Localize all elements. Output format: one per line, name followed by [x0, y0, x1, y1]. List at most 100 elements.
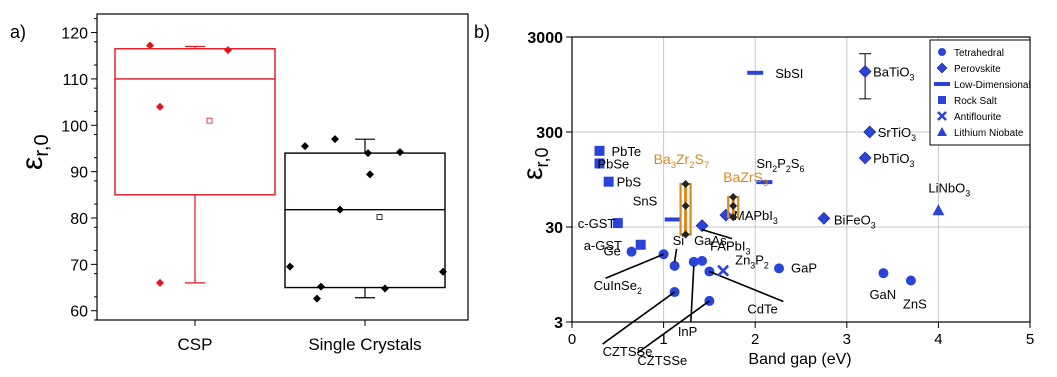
- highlight-ba3zr2s7: Ba3Zr2S7: [654, 151, 710, 239]
- point-label-part: 3: [909, 73, 914, 83]
- point-label: MAPbI3: [734, 208, 778, 226]
- point-label: SbSI: [775, 66, 803, 81]
- highlight-label: Ba3Zr2S7: [654, 151, 710, 171]
- point-label-part: ZnS: [903, 297, 927, 312]
- legend-label: Low-Dimensional: [954, 80, 1031, 91]
- panel-b-xtick-label: 5: [1026, 331, 1034, 348]
- point-label-part: P: [777, 156, 786, 171]
- point-label-part: 3: [773, 216, 778, 226]
- panel-b-ylabel-sub: r,0: [532, 148, 552, 168]
- marker-dash: [664, 217, 681, 222]
- box-data-point: [366, 170, 374, 179]
- point-label-part: PbSe: [597, 156, 629, 171]
- panel-a-label: a): [10, 22, 26, 42]
- point-label-part: 3: [871, 220, 876, 230]
- panel-b-ytick-label: 30: [545, 220, 563, 237]
- legend-marker-square: [938, 96, 946, 104]
- point-label-part: 3: [965, 188, 970, 198]
- data-point-cztsse: CZTSSe: [602, 287, 680, 359]
- box-data-point: [301, 142, 309, 151]
- point-label-part: CuInSe: [594, 278, 637, 293]
- box-data-point: [286, 262, 294, 271]
- point-label: GaP: [791, 260, 817, 275]
- marker-square: [612, 218, 623, 229]
- panel-b: b) εr,0 Band gap (eV) 0 1 2 3 4 53303003000Ge…: [474, 22, 1034, 368]
- data-point-batio: BaTiO3: [858, 53, 914, 100]
- legend-entry-antiflourite: Antiflourite: [937, 111, 1002, 123]
- panel-b-xlabel: Band gap (eV): [748, 351, 851, 368]
- panel-a-frame: [96, 13, 469, 321]
- point-label-part: 3: [909, 159, 914, 169]
- point-label-part: PbTe: [611, 144, 641, 159]
- highlight-label-part: 7: [704, 160, 709, 171]
- data-point-zns: ZnS: [903, 275, 927, 312]
- point-label-part: PbTiO: [873, 151, 909, 166]
- highlight-label: BaZrS3: [723, 169, 768, 189]
- point-label: ZnS: [903, 297, 927, 312]
- marker-diamond: [858, 65, 872, 78]
- box-data-point: [336, 205, 344, 214]
- legend-entry-lithium-niobate: Lithium Niobate: [937, 127, 1024, 139]
- point-label: FAPbI3: [710, 239, 750, 257]
- panel-b-ylabel: εr,0: [517, 148, 552, 181]
- data-point-zn: Zn3P2: [717, 253, 769, 277]
- panel-b-frame: [571, 36, 1031, 323]
- leader-line: [690, 265, 695, 322]
- legend-entry-tetrahedral: Tetrahedral: [938, 48, 1004, 59]
- point-label-part: BaTiO: [873, 65, 909, 80]
- point-label: Ge: [604, 244, 621, 259]
- point-label: BaTiO3: [873, 65, 914, 83]
- point-label: LiNbO3: [928, 180, 970, 198]
- box-iqr: [284, 152, 446, 289]
- box-data-point: [381, 284, 389, 293]
- panel-b-label: b): [474, 22, 490, 42]
- point-label-part: CZTSSe: [603, 344, 653, 359]
- point-label: CuInSe2: [594, 278, 642, 296]
- panel-a-category-label: CSP: [178, 335, 213, 354]
- data-point-si: Si: [669, 233, 684, 271]
- panel-b-xtick-label: 4: [934, 331, 942, 348]
- data-point-pbse: PbSe: [594, 156, 629, 171]
- point-label-part: 2: [764, 261, 769, 271]
- point-label-part: PbS: [617, 175, 642, 190]
- point-label-part: BiFeO: [834, 212, 871, 227]
- highlight-label-part: S: [695, 151, 704, 167]
- marker-circle: [658, 249, 669, 260]
- panel-b-ytick-label: 3: [554, 315, 563, 332]
- data-point-pbtio: PbTiO3: [858, 151, 914, 169]
- legend-marker-dash: [934, 82, 950, 86]
- panel-b-xtick-label: 3: [843, 331, 851, 348]
- highlight-label-part: Zr: [676, 151, 690, 167]
- panel-a-ylabel-main: ε: [16, 157, 49, 170]
- point-label-part: CZTSSe: [637, 353, 687, 368]
- marker-diamond: [695, 219, 709, 233]
- point-label-part: Sn: [756, 156, 772, 171]
- point-label: BiFeO3: [834, 212, 876, 230]
- point-label: InP: [678, 324, 698, 339]
- data-point-sns: SnS: [633, 193, 681, 222]
- point-label-part: c-GST: [578, 216, 616, 231]
- highlight-label-part: 2: [689, 160, 694, 171]
- legend-marker-circle: [938, 48, 946, 56]
- point-label-part: LiNbO: [928, 180, 965, 195]
- panel-a-category-label: Single Crystals: [308, 335, 421, 354]
- highlight-marker: [729, 193, 738, 202]
- panel-a-ytick-label: 80: [70, 211, 88, 228]
- box-data-point: [224, 46, 232, 55]
- box-data-point: [331, 135, 339, 144]
- point-label: CZTSSe: [637, 353, 687, 368]
- marker-cross: [717, 264, 730, 277]
- panel-b-ytick-label: 3000: [527, 30, 563, 47]
- point-label-part: S: [791, 156, 800, 171]
- legend-box: [929, 39, 1031, 146]
- box-1: [284, 135, 447, 303]
- legend-label: Lithium Niobate: [954, 128, 1024, 139]
- data-point-pbs: PbS: [603, 175, 642, 190]
- panel-b-ylabel-main: ε: [517, 168, 548, 180]
- data-point-c-gst: c-GST: [578, 216, 623, 231]
- point-label-part: InP: [678, 324, 698, 339]
- data-point-ge: Ge: [604, 244, 637, 259]
- marker-diamond: [863, 125, 877, 139]
- marker-circle: [774, 263, 785, 274]
